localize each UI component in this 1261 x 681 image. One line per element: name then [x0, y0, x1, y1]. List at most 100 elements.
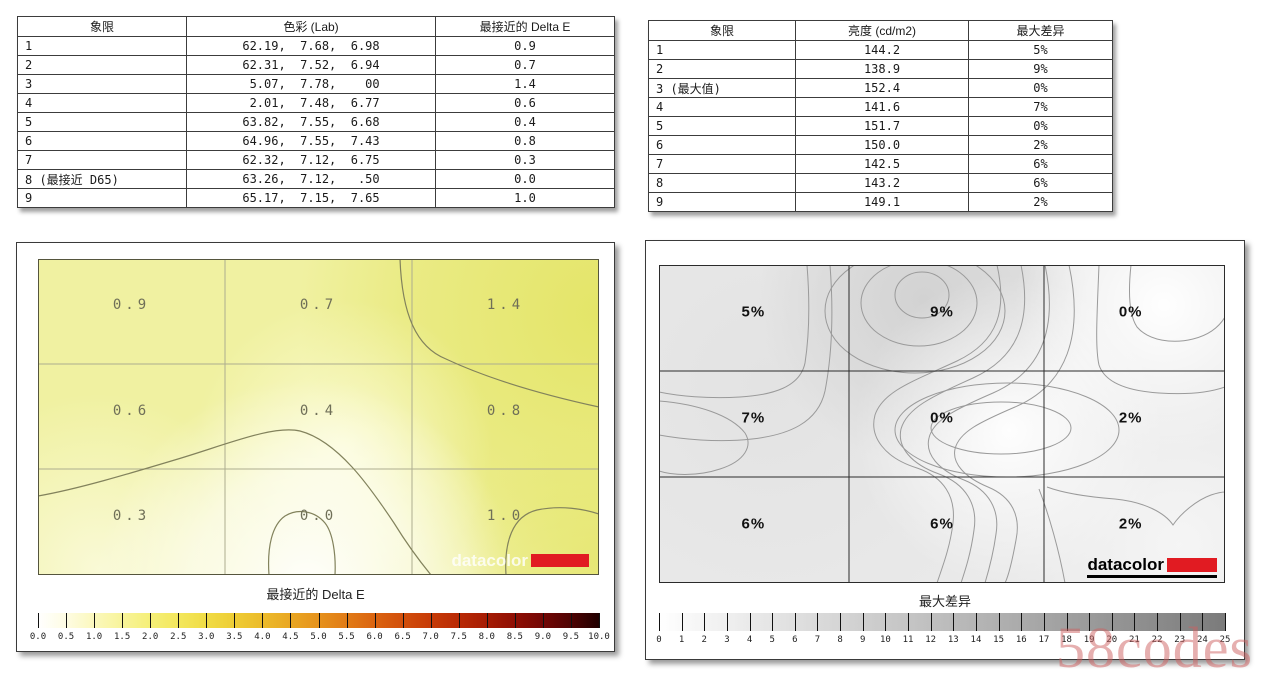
table-row: 6 150.0 2%: [648, 135, 1113, 155]
table-row: 2 62.31, 7.52, 6.94 0.7: [17, 55, 615, 75]
table-cell: 7%: [968, 97, 1113, 117]
colorbar-tick: [1089, 613, 1091, 631]
table-cell: 0.3: [435, 150, 615, 170]
table-cell: 1.4: [435, 74, 615, 94]
colorbar-tick-label: 3.5: [226, 632, 243, 642]
table-cell: 7: [17, 150, 187, 170]
table-header-row: 象限 亮度 (cd/m2) 最大差异: [648, 20, 1113, 41]
table-row: 7 142.5 6%: [648, 154, 1113, 174]
colorbar-title: 最大差异: [918, 594, 971, 609]
colorbar-tick: [659, 613, 660, 631]
colorbar-tick: [885, 613, 887, 631]
table-cell: 3: [17, 74, 187, 94]
table-row: 4 2.01, 7.48, 6.77 0.6: [17, 93, 615, 113]
colorbar-tick: [772, 613, 774, 631]
colorbar-tick-label: 2.0: [142, 632, 159, 642]
header-color-lab: 色彩 (Lab): [186, 16, 436, 37]
table-cell: 1: [648, 40, 796, 60]
contour-cell-value: 2%: [1118, 515, 1143, 533]
colorbar-tick-label: 3: [724, 635, 730, 645]
colorbar-tick: [234, 613, 236, 628]
contour-cell-values: 0.9 0.7 1.4 0.6 0.4 0.8 0.3 0.0 1.0: [38, 259, 599, 575]
colorbar-tick-label: 9.5: [562, 632, 580, 642]
colorbar-tick-label: 17: [1038, 635, 1050, 645]
colorbar-tick: [122, 613, 124, 628]
table-cell: 0.6: [435, 93, 615, 113]
colorbar-tick: [930, 613, 932, 631]
colorbar-tick-label: 9.0: [534, 632, 552, 642]
table-row: 8 143.2 6%: [648, 173, 1113, 193]
color-uniformity-table: 象限 色彩 (Lab) 最接近的 Delta E 1 62.19, 7.68, 6…: [17, 16, 615, 208]
contour-cell-value: 0.3: [112, 508, 151, 524]
delta-e-colorbar-labels: 0.0 0.5 1.0 1.5 2.0 2.5 3.0 3.5 4.0 4.5 5.0 5.5 6.0 6…: [30, 632, 610, 644]
colorbar-tick-label: 8.0: [478, 632, 495, 642]
luminance-uniformity-table: 象限 亮度 (cd/m2) 最大差异 1 144.2 5% 2 138.9 9% 3 (最大…: [648, 20, 1113, 212]
table-row: 5 151.7 0%: [648, 116, 1113, 136]
colorbar-tick: [262, 613, 264, 628]
table-cell: 62.32, 7.12, 6.75: [186, 150, 436, 170]
colorbar-tick-label: 6.0: [366, 632, 383, 642]
colorbar-tick-label: 4.0: [254, 632, 271, 642]
colorbar-tick: [1111, 613, 1113, 631]
table-row: 7 62.32, 7.12, 6.75 0.3: [17, 150, 615, 170]
table-cell: 0%: [968, 78, 1113, 98]
colorbar-tick: [1021, 613, 1023, 631]
table-row: 1 62.19, 7.68, 6.98 0.9: [17, 36, 615, 56]
colorbar-tick-label: 1.5: [114, 632, 131, 642]
colorbar-tick: [975, 613, 977, 631]
contour-cell-value: 0.8: [486, 402, 525, 419]
colorbar-tick-label: 6.5: [394, 632, 411, 642]
colorbar-tick-label: 15: [993, 635, 1005, 645]
colorbar-tick-label: 10.0: [588, 632, 610, 642]
table-cell: 0.0: [435, 169, 615, 189]
colorbar-tick-label: 23: [1174, 635, 1186, 645]
table-cell: 0.8: [435, 131, 615, 151]
colorbar-tick: [374, 613, 376, 628]
contour-cell-value: 0%: [1118, 303, 1143, 321]
table-row: 4 141.6 7%: [648, 97, 1113, 117]
colorbar-tick-label: 19: [1083, 635, 1095, 645]
colorbar-tick: [458, 613, 460, 628]
colorbar-tick: [1225, 613, 1226, 631]
colorbar-title: 最接近的 Delta E: [266, 587, 365, 602]
header-max-diff: 最大差异: [968, 20, 1113, 41]
colorbar-tick-label: 22: [1151, 635, 1163, 645]
delta-e-colorbar: [38, 613, 600, 628]
table-row: 3 (最大值) 152.4 0%: [648, 78, 1113, 98]
colorbar-tick: [599, 613, 600, 628]
table-cell: 0%: [968, 116, 1113, 136]
table-row: 2 138.9 9%: [648, 59, 1113, 79]
table-cell: 143.2: [795, 173, 969, 193]
colorbar-tick: [704, 613, 706, 631]
datacolor-block: [531, 554, 589, 567]
colorbar-tick-label: 9: [860, 635, 866, 645]
colorbar-tick-label: 25: [1219, 635, 1231, 645]
contour-cell-value: 0%: [930, 409, 954, 427]
table-cell: 64.96, 7.55, 7.43: [186, 131, 436, 151]
colorbar-tick-label: 5.0: [310, 632, 327, 642]
table-cell: 4: [648, 97, 796, 117]
table-header-row: 象限 色彩 (Lab) 最接近的 Delta E: [17, 16, 615, 37]
datacolor-logo: datacolor: [451, 552, 589, 569]
contour-cell-value: 5%: [741, 303, 766, 321]
colorbar-tick-label: 13: [947, 635, 959, 645]
colorbar-tick: [726, 613, 728, 631]
table-cell: 5: [17, 112, 187, 132]
contour-cell-value: 0.9: [112, 297, 151, 314]
colorbar-tick: [1043, 613, 1045, 631]
contour-cell-value: 9%: [930, 303, 954, 321]
colorbar-tick: [66, 613, 68, 628]
max-diff-contour-canvas: [659, 265, 1225, 583]
table-cell: 1.0: [435, 188, 615, 208]
table-cell: 2: [17, 55, 187, 75]
colorbar-tick-label: 20: [1106, 635, 1118, 645]
max-diff-colorbar: [659, 613, 1226, 631]
contour-cell-value: 1.4: [486, 297, 525, 314]
colorbar-tick-label: 0.0: [29, 632, 47, 642]
colorbar-tick-label: 8: [837, 635, 843, 645]
colorbar-tick-label: 24: [1196, 635, 1208, 645]
table-row: 9 149.1 2%: [648, 192, 1113, 212]
table-row: 8 (最接近 D65) 63.26, 7.12, .50 0.0: [17, 169, 615, 189]
